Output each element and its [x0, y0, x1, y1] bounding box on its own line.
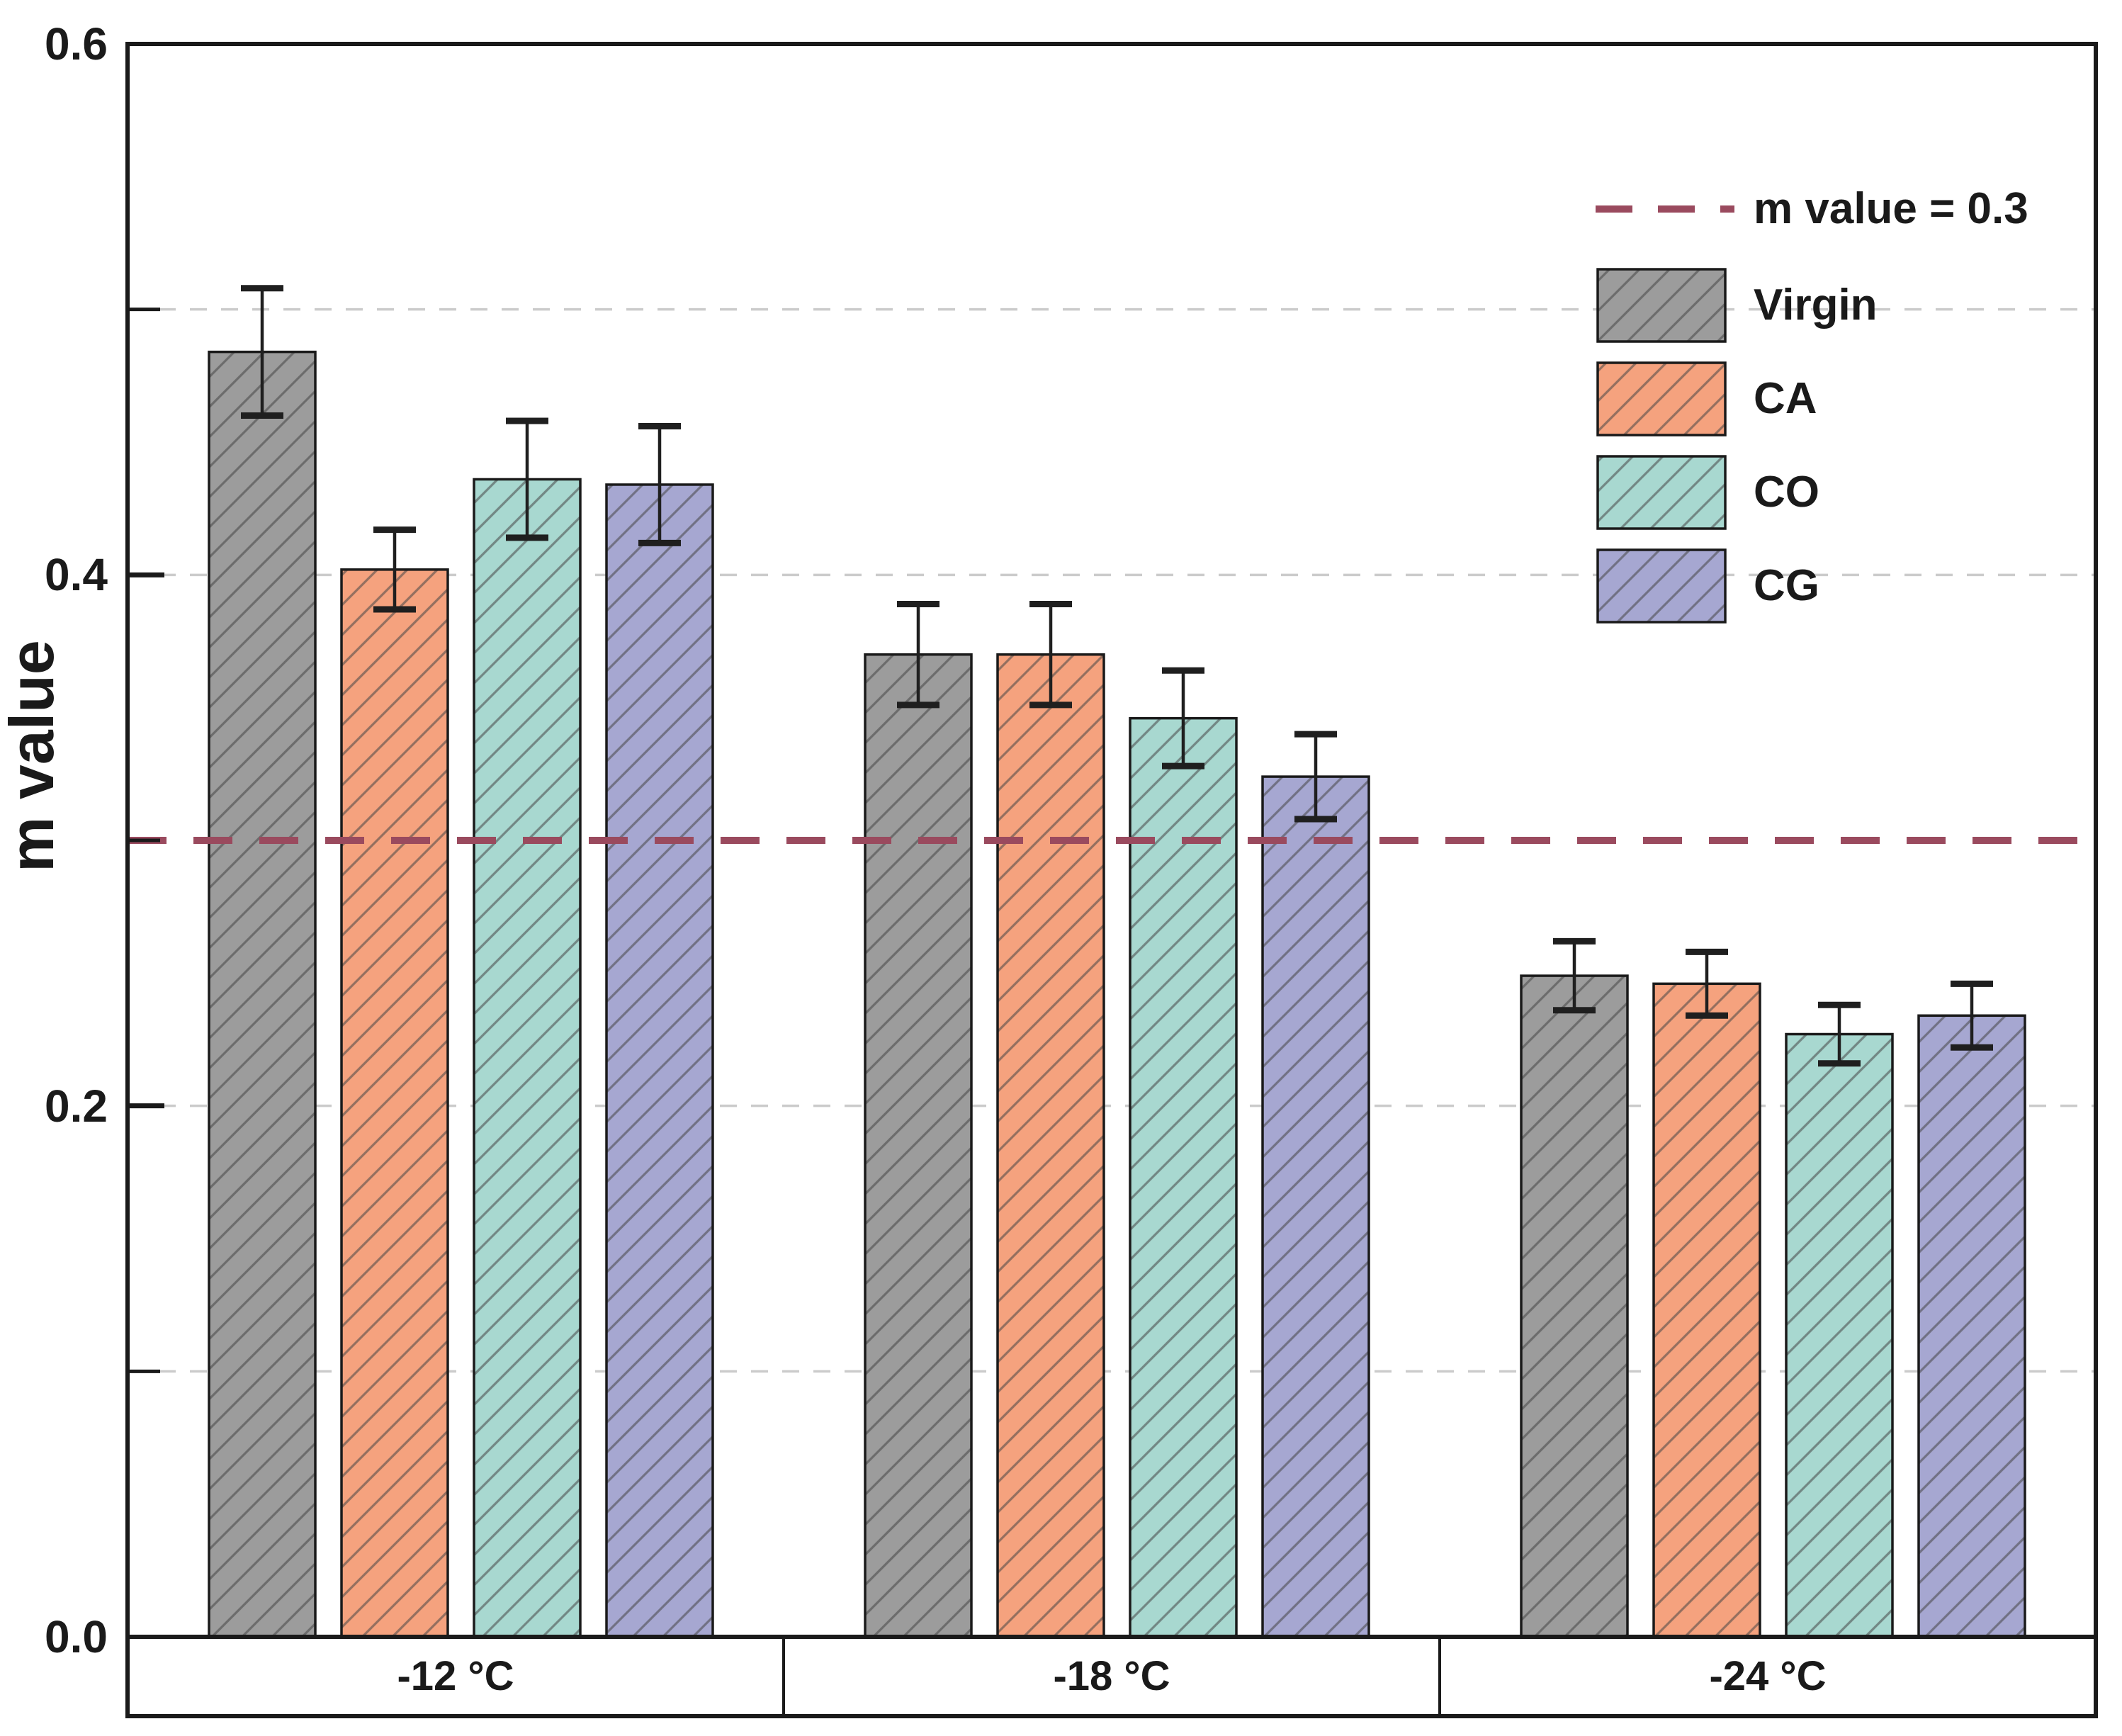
bar-virgin-group1	[864, 653, 973, 1638]
category-band	[125, 1635, 2098, 1718]
legend-reference-label: m value = 0.3	[1754, 184, 2028, 233]
x-category-label: -18 °C	[1053, 1653, 1170, 1699]
legend-series-label: Virgin	[1754, 281, 1878, 329]
bar-co-group1	[1129, 716, 1238, 1638]
y-tick-label: 0.2	[45, 1081, 108, 1132]
legend-swatch-ca	[1596, 361, 1727, 436]
bar-virgin-group2	[1520, 974, 1629, 1638]
legend-series-label: CO	[1754, 468, 1819, 517]
x-category-label: -12 °C	[397, 1653, 514, 1699]
bar-co-group0	[473, 478, 582, 1638]
x-category-label: -24 °C	[1709, 1653, 1827, 1699]
bar-cg-group1	[1261, 775, 1370, 1638]
legend-swatch-co	[1596, 455, 1727, 530]
bar-cg-group2	[1917, 1014, 2026, 1638]
legend-series-label: CG	[1754, 561, 1819, 610]
y-tick-label: 0.0	[45, 1611, 108, 1662]
bar-co-group2	[1785, 1032, 1894, 1638]
bar-virgin-group0	[208, 350, 317, 1638]
bar-cg-group0	[605, 483, 714, 1638]
y-tick-label: 0.6	[45, 18, 108, 69]
bar-ca-group1	[996, 653, 1105, 1638]
bar-ca-group0	[340, 568, 449, 1638]
bar-ca-group2	[1652, 982, 1761, 1638]
legend-swatch-virgin	[1596, 268, 1727, 343]
y-axis-title: m value	[0, 640, 67, 872]
y-tick-label: 0.4	[45, 549, 108, 600]
legend-swatch-cg	[1596, 548, 1727, 624]
legend-series-label: CA	[1754, 374, 1817, 423]
